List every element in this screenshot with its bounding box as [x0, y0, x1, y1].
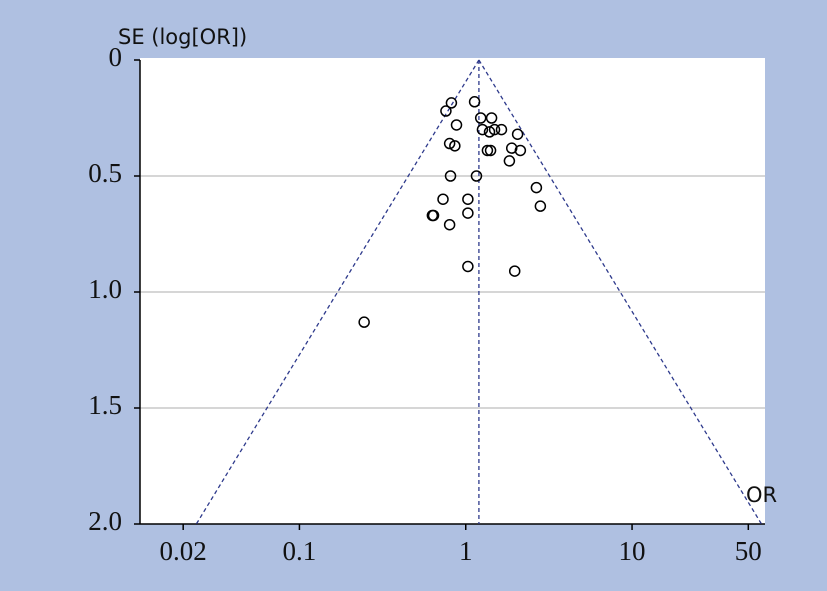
- x-tick-label: 1: [459, 536, 473, 566]
- y-tick-label: 1.5: [88, 390, 122, 420]
- study-point: [511, 128, 524, 140]
- study-point: [474, 112, 487, 124]
- study-point: [534, 200, 547, 212]
- y-tick-label: 0: [109, 42, 123, 72]
- x-tick-label: 10: [619, 536, 646, 566]
- study-point: [470, 170, 483, 182]
- study-point: [444, 170, 457, 182]
- study-point: [530, 181, 543, 194]
- study-point: [427, 209, 440, 222]
- study-point: [514, 144, 527, 157]
- study-point: [358, 316, 370, 328]
- study-point: [508, 265, 521, 277]
- study-point: [462, 193, 474, 205]
- study-point: [476, 123, 489, 136]
- y-tick-label: 0.5: [88, 158, 122, 188]
- plot-area: [140, 58, 765, 524]
- study-point: [481, 144, 494, 157]
- study-point: [450, 119, 463, 131]
- y-tick-label: 1.0: [88, 274, 122, 304]
- study-point: [495, 123, 508, 136]
- study-point: [484, 144, 497, 157]
- y-tick-label: 2.0: [88, 506, 122, 536]
- y-axis-label: SE (log[OR]): [118, 25, 247, 49]
- x-tick-label: 0.02: [160, 536, 207, 566]
- study-point: [488, 123, 501, 136]
- x-tick-label: 50: [735, 536, 762, 566]
- study-point: [462, 207, 474, 219]
- study-point: [440, 105, 452, 117]
- study-point: [449, 140, 461, 152]
- study-point: [468, 96, 481, 108]
- study-point: [462, 260, 474, 273]
- x-axis-label: OR: [746, 483, 777, 507]
- study-point: [443, 218, 456, 231]
- x-tick-label: 0.1: [283, 536, 317, 566]
- study-point: [485, 112, 498, 124]
- study-point: [443, 137, 456, 150]
- study-point: [445, 97, 458, 109]
- study-point: [503, 155, 516, 167]
- study-point: [437, 193, 449, 205]
